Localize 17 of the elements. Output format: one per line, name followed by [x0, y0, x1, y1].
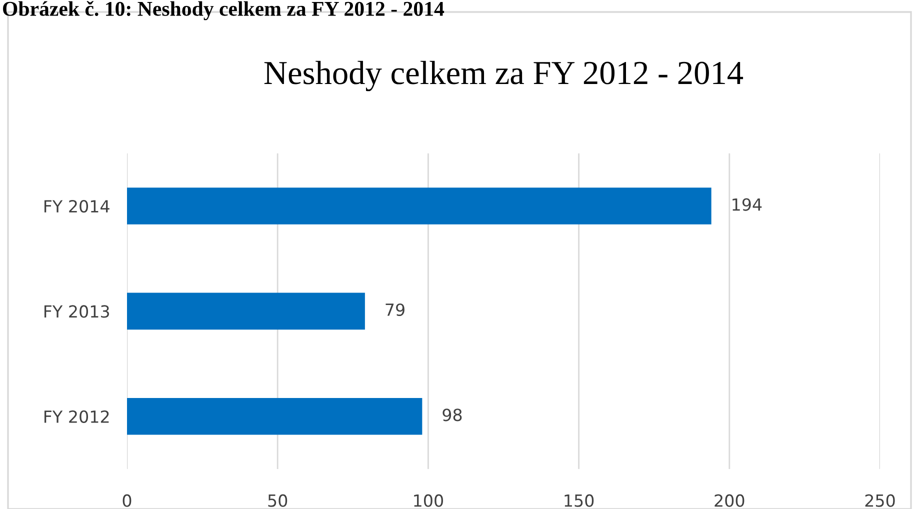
x-tick-label: 100: [414, 494, 443, 507]
x-tick-label: 200: [714, 494, 744, 507]
x-tick-label: 250: [865, 494, 895, 507]
x-tick-label: 50: [268, 494, 288, 507]
y-tick-label: FY 2014: [44, 200, 110, 213]
chart-title: Neshody celkem za FY 2012 - 2014: [264, 60, 744, 92]
text: Obrázek č. 10: Neshody celkem za FY 2012 - 2014: [3, 1, 444, 20]
bar: [127, 292, 365, 330]
y-tick-label: FY 2013: [44, 305, 109, 318]
bar: [127, 398, 422, 435]
data-label: 79: [386, 303, 404, 316]
x-tick-label: 150: [564, 494, 594, 507]
x-tick-label: 0: [122, 494, 132, 507]
bar: [127, 188, 712, 224]
data-label: 98: [442, 408, 462, 422]
data-label: 194: [732, 198, 762, 211]
y-tick-label: FY 2012: [44, 410, 109, 423]
